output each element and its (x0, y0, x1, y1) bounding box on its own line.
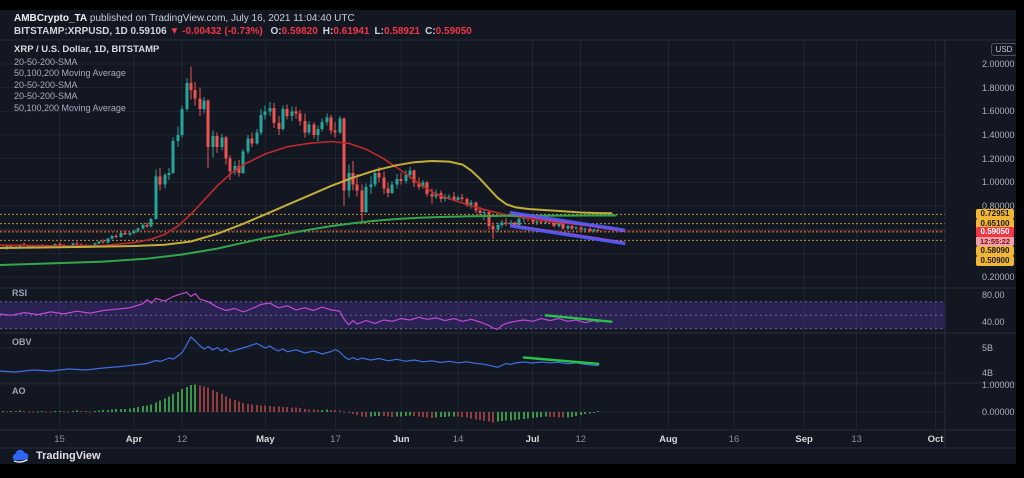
time-tick-label: Sep (795, 434, 813, 445)
legend-indicator[interactable]: 20-50-200-SMA (14, 91, 78, 102)
ohlc-field-value: 0.61941 (333, 26, 370, 37)
rsi-tick-label: 40.00 (982, 317, 1005, 327)
price-level-label: 0.72951 (976, 209, 1014, 219)
last-price-label: 0.59050 (976, 227, 1014, 237)
last-price-value: 0.59106 (130, 26, 167, 37)
obv-tick-label: 5B (982, 343, 994, 353)
chart-legend: XRP / U.S. Dollar, 1D, BITSTAMP 20-50-20… (14, 44, 159, 114)
price-tick-label: 0.80000 (982, 201, 1015, 211)
byline-text: published on TradingView.com, July 16, 2… (87, 13, 355, 24)
time-tick-label: 12 (176, 434, 188, 445)
letterbox-bottom (0, 464, 1024, 478)
chart-window: AMBCrypto_TA published on TradingView.co… (0, 0, 1017, 464)
ao-pane-label: AO (12, 386, 26, 396)
author-name: AMBCrypto_TA (14, 13, 88, 24)
price-tick-label: 1.00000 (982, 177, 1015, 188)
ohlc-readout: O:0.59820 H:0.61941 L:0.58921 C:0.59050 (266, 26, 472, 37)
legend-indicator[interactable]: 20-50-200-SMA (14, 79, 78, 90)
time-tick-label: 17 (330, 434, 341, 445)
publish-byline: AMBCrypto_TA published on TradingView.co… (14, 13, 355, 24)
time-tick-label: 14 (452, 434, 464, 445)
time-tick-label: Aug (659, 434, 678, 445)
price-tick-label: 1.60000 (982, 106, 1015, 117)
time-tick-label: May (256, 434, 275, 445)
ohlc-field-label: C: (425, 26, 436, 37)
price-level-label: 0.58090 (976, 246, 1014, 256)
time-tick-label: 12 (575, 434, 587, 445)
legend-indicator[interactable]: 50,100,200 Moving Average (14, 102, 126, 113)
price-level-label: 0.50900 (976, 256, 1014, 266)
price-tick-label: 1.80000 (982, 82, 1015, 93)
legend-indicator[interactable]: 50,100,200 Moving Average (14, 68, 126, 79)
ohlc-field-value: 0.58921 (383, 26, 421, 37)
tradingview-logo[interactable]: TradingView (12, 449, 101, 463)
rsi-tick-label: 80.00 (982, 290, 1005, 300)
symbol-header: BITSTAMP:XRPUSD, 1D 0.59106 ▼ -0.00432 (… (14, 26, 472, 37)
letterbox-top (0, 0, 1024, 10)
down-arrow-icon: ▼ (169, 26, 180, 37)
ohlc-field-label: L: (374, 26, 384, 37)
logo-text: TradingView (36, 450, 101, 462)
time-tick-label: Apr (125, 434, 143, 445)
currency-toggle-button[interactable]: USD (991, 43, 1017, 56)
time-tick-label: 15 (54, 434, 65, 445)
obv-pane-label: OBV (12, 337, 32, 347)
bar-countdown: 12:55:22 (976, 237, 1014, 246)
ao-tick-label: 0.00000 (982, 407, 1015, 417)
ohlc-field-value: 0.59050 (435, 26, 472, 37)
price-tick-label: 2.00000 (982, 59, 1015, 70)
ohlc-field-label: H: (322, 26, 334, 37)
obv-tick-label: 4B (982, 368, 994, 378)
time-tick-label: Jun (392, 434, 410, 445)
letterbox-right (1016, 0, 1024, 478)
price-level-label: 0.65100 (976, 219, 1014, 229)
time-tick-label: 13 (851, 434, 862, 445)
ao-histogram (2, 384, 599, 423)
price-tick-label: 1.20000 (982, 153, 1015, 164)
cloud-icon (12, 449, 29, 463)
legend-indicator[interactable]: 20-50-200-SMA (14, 57, 78, 67)
time-tick-label: 16 (728, 434, 740, 445)
ao-tick-label: 1.00000 (982, 380, 1015, 390)
price-tick-label: 1.40000 (982, 130, 1015, 141)
price-tick-label: 0.20000 (982, 271, 1015, 282)
time-tick-label: Jul (525, 434, 540, 445)
change-value: -0.00432 (-0.73%) (182, 26, 263, 37)
symbol-legend-title[interactable]: XRP / U.S. Dollar, 1D, BITSTAMP (14, 44, 160, 55)
ohlc-field-value: 0.59820 (281, 26, 318, 37)
symbol-title: BITSTAMP:XRPUSD, 1D (14, 26, 128, 37)
rsi-pane-label: RSI (12, 288, 28, 298)
ohlc-field-label: O: (270, 26, 282, 37)
time-tick-label: Oct (927, 434, 944, 445)
